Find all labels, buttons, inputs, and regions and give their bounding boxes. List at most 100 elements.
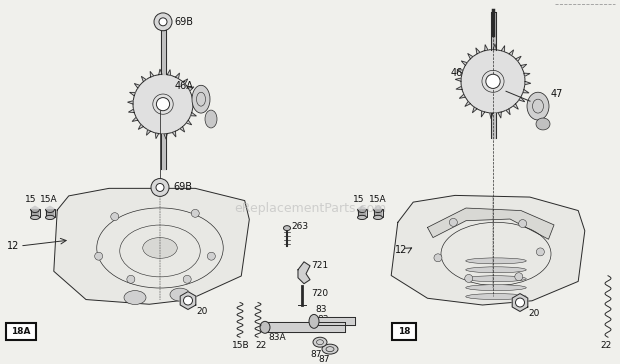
Circle shape xyxy=(207,252,215,260)
Ellipse shape xyxy=(358,215,366,219)
Polygon shape xyxy=(457,70,463,73)
Polygon shape xyxy=(190,112,197,116)
Circle shape xyxy=(151,178,169,197)
Polygon shape xyxy=(130,92,135,96)
Circle shape xyxy=(183,275,191,283)
Circle shape xyxy=(461,50,525,113)
Polygon shape xyxy=(192,96,198,99)
Polygon shape xyxy=(476,48,480,54)
Bar xyxy=(30,209,40,217)
Ellipse shape xyxy=(283,226,291,231)
Ellipse shape xyxy=(466,285,526,290)
Polygon shape xyxy=(150,71,154,77)
Polygon shape xyxy=(156,133,159,139)
Polygon shape xyxy=(455,78,461,81)
Polygon shape xyxy=(175,73,180,79)
Polygon shape xyxy=(298,262,310,284)
Circle shape xyxy=(486,74,500,88)
Circle shape xyxy=(154,13,172,31)
Bar xyxy=(373,209,383,217)
Polygon shape xyxy=(358,206,366,209)
Ellipse shape xyxy=(536,118,550,130)
Circle shape xyxy=(536,248,544,256)
Ellipse shape xyxy=(527,92,549,120)
Ellipse shape xyxy=(466,267,526,273)
Bar xyxy=(45,209,55,217)
Text: 20: 20 xyxy=(196,307,207,316)
Text: 83: 83 xyxy=(315,305,327,314)
Polygon shape xyxy=(30,206,40,209)
Text: 20: 20 xyxy=(528,309,539,318)
Ellipse shape xyxy=(309,314,319,328)
Text: 720: 720 xyxy=(311,289,328,298)
Ellipse shape xyxy=(322,344,338,354)
Text: 47: 47 xyxy=(551,89,564,99)
Polygon shape xyxy=(180,292,196,309)
Polygon shape xyxy=(138,124,143,129)
Polygon shape xyxy=(141,76,146,82)
Circle shape xyxy=(450,218,458,226)
Polygon shape xyxy=(461,61,467,66)
Circle shape xyxy=(127,275,135,283)
Circle shape xyxy=(465,274,472,282)
Text: 15: 15 xyxy=(25,195,37,204)
Polygon shape xyxy=(502,46,505,52)
Circle shape xyxy=(434,254,442,262)
Circle shape xyxy=(156,98,170,111)
Ellipse shape xyxy=(205,110,217,128)
Ellipse shape xyxy=(170,288,190,301)
Polygon shape xyxy=(172,131,176,137)
Text: 22: 22 xyxy=(255,341,266,350)
Circle shape xyxy=(111,213,119,221)
Polygon shape xyxy=(373,206,383,209)
Text: 15A: 15A xyxy=(40,195,58,204)
Bar xyxy=(6,323,36,340)
Polygon shape xyxy=(135,83,140,88)
Ellipse shape xyxy=(313,337,327,347)
Polygon shape xyxy=(159,69,162,75)
Ellipse shape xyxy=(30,215,40,219)
Polygon shape xyxy=(525,81,531,85)
Circle shape xyxy=(515,273,523,281)
Polygon shape xyxy=(456,86,462,90)
Polygon shape xyxy=(523,90,529,93)
Circle shape xyxy=(519,219,526,228)
Ellipse shape xyxy=(192,85,210,113)
Text: 69B: 69B xyxy=(173,182,192,193)
Polygon shape xyxy=(183,79,188,84)
Polygon shape xyxy=(459,94,465,98)
Polygon shape xyxy=(146,130,151,135)
Text: 12: 12 xyxy=(395,245,407,255)
Text: 15: 15 xyxy=(353,195,365,204)
Text: eReplacementParts.com: eReplacementParts.com xyxy=(234,202,386,215)
Polygon shape xyxy=(513,104,518,109)
Text: 263: 263 xyxy=(291,222,308,231)
Circle shape xyxy=(159,18,167,26)
Text: 69B: 69B xyxy=(174,17,193,27)
Circle shape xyxy=(515,298,525,307)
Polygon shape xyxy=(485,45,488,51)
Polygon shape xyxy=(467,54,473,59)
Polygon shape xyxy=(186,120,192,125)
Ellipse shape xyxy=(466,294,526,300)
Text: 22: 22 xyxy=(600,341,611,350)
Polygon shape xyxy=(180,127,185,132)
Circle shape xyxy=(95,252,103,260)
Polygon shape xyxy=(524,73,530,76)
Bar xyxy=(392,323,416,340)
Polygon shape xyxy=(509,50,513,56)
Polygon shape xyxy=(490,113,493,119)
Polygon shape xyxy=(521,64,526,68)
Text: 18A: 18A xyxy=(11,327,31,336)
Polygon shape xyxy=(193,104,198,107)
Polygon shape xyxy=(164,134,167,139)
Ellipse shape xyxy=(466,258,526,264)
Polygon shape xyxy=(54,188,249,304)
Polygon shape xyxy=(512,294,528,312)
Polygon shape xyxy=(167,70,170,75)
Polygon shape xyxy=(493,44,497,50)
Polygon shape xyxy=(428,208,554,239)
Polygon shape xyxy=(132,117,138,122)
Polygon shape xyxy=(516,56,521,62)
Text: 87: 87 xyxy=(318,355,329,364)
